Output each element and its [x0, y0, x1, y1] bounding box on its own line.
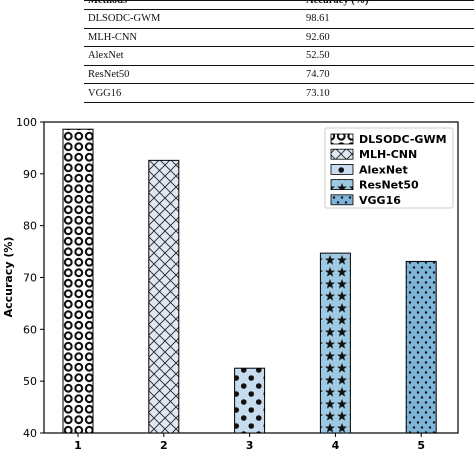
method-cell: MLH-CNN: [88, 31, 137, 43]
legend-entry: AlexNet: [359, 163, 408, 176]
table-row: DLSODC-GWM 98.61: [84, 9, 474, 29]
header-accuracy: Accuracy (%): [306, 0, 369, 6]
y-tick-label: 90: [23, 168, 37, 181]
y-tick-label: 60: [23, 323, 37, 336]
table-row: ResNet50 74.70: [84, 65, 474, 84]
legend: DLSODC-GWM MLH-CNN AlexNet ResNet50 VGG16: [324, 127, 454, 209]
accuracy-cell: 73.10: [306, 87, 330, 99]
legend-swatch: [330, 148, 354, 160]
accuracy-bar-chart: 40 50 60 70 80 90 100 1 2 3 4 5 Accuracy (%) DLSOD…: [2, 116, 459, 449]
y-axis: 40 50 60 70 80 90 100: [16, 116, 44, 440]
legend-box: [324, 127, 454, 209]
table-row: VGG16 73.10: [84, 83, 474, 103]
method-cell: VGG16: [88, 87, 122, 99]
legend-swatch: [330, 194, 354, 206]
accuracy-cell: 74.70: [306, 69, 330, 81]
accuracy-table: Methods Accuracy (%) DLSODC-GWM 98.61 MLH-CN…: [84, 0, 474, 103]
method-cell: DLSODC-GWM: [88, 13, 161, 25]
table-row: MLH-CNN 92.60: [84, 28, 474, 47]
legend-entry: ResNet50: [359, 179, 419, 192]
bar-dlsodc-gwm: [62, 128, 94, 434]
bar-alexnet: [234, 367, 266, 434]
bar-resnet50: [319, 252, 351, 434]
accuracy-cell: 98.61: [306, 13, 330, 25]
method-cell: AlexNet: [88, 50, 124, 62]
table-row: AlexNet 52.50: [84, 46, 474, 66]
legend-swatch: [330, 179, 354, 190]
y-tick-label: 70: [23, 272, 37, 285]
y-tick-label: 40: [23, 427, 37, 440]
legend-swatch: [330, 133, 354, 145]
x-tick-label: 4: [332, 439, 340, 449]
bar-mlh-cnn: [148, 159, 180, 434]
x-tick-label: 5: [417, 439, 425, 449]
table-header-row: Methods Accuracy (%): [84, 0, 474, 10]
x-tick-label: 2: [160, 439, 168, 449]
method-cell: ResNet50: [88, 69, 130, 81]
bar-vgg16: [405, 260, 437, 434]
y-tick-label: 80: [23, 220, 37, 233]
y-tick-label: 50: [23, 375, 37, 388]
y-tick-label: 100: [16, 116, 37, 129]
accuracy-cell: 92.60: [306, 31, 330, 43]
legend-entry: MLH-CNN: [359, 148, 417, 161]
x-axis: 1 2 3 4 5: [74, 433, 425, 449]
x-tick-label: 1: [74, 439, 82, 449]
legend-entry: VGG16: [359, 194, 401, 207]
legend-swatch: [330, 164, 354, 175]
legend-entry: DLSODC-GWM: [359, 133, 447, 146]
accuracy-cell: 52.50: [306, 50, 330, 62]
x-tick-label: 3: [246, 439, 254, 449]
accuracy-table-container: Methods Accuracy (%) DLSODC-GWM 98.61 MLH-CN…: [84, 0, 474, 103]
header-methods: Methods: [88, 0, 128, 6]
y-axis-label: Accuracy (%): [2, 237, 15, 318]
bars: [62, 128, 437, 434]
